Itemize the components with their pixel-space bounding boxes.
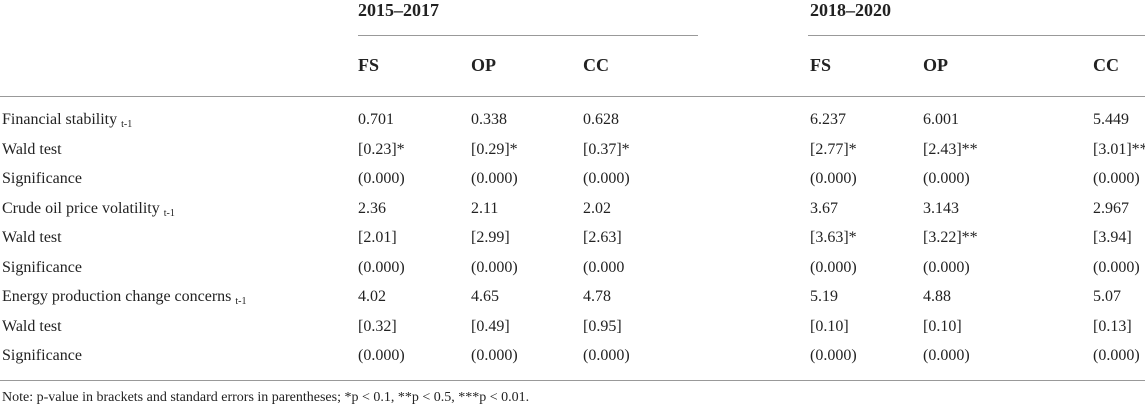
cell: (0.000) [583,170,630,187]
group-rule [808,35,1145,36]
cell: [0.32] [358,317,397,335]
row-label-text: Crude oil price volatility [2,199,160,217]
row-label-text: Financial stability [2,111,118,128]
cell: [2.99] [471,229,510,246]
cell: 0.338 [471,111,507,128]
row-label-text: Significance [2,258,82,276]
cell: 2.36 [358,199,386,217]
cell: (0.000) [471,258,518,276]
group-header: 2018–2020 [810,0,891,20]
cell: (0.000) [923,170,970,187]
cell: (0.000 [583,258,625,276]
note: Note: p-value in brackets and standard e… [2,390,530,405]
cell: [2.77]* [810,140,857,158]
cell: [3.63]* [810,229,857,246]
cell: [2.63] [583,229,622,246]
cell: (0.000) [810,170,857,187]
cell: [3.01]** [1093,140,1145,158]
cell: [0.10] [810,317,849,335]
row-label-subscript: t-1 [235,296,247,307]
cell: 0.701 [358,111,394,128]
cell: [3.94] [1093,229,1132,246]
row-label: Wald test [2,317,62,337]
row-label: Significance [2,169,82,189]
cell: 3.67 [810,199,838,217]
cell: (0.000) [810,258,857,276]
cell: 4.65 [471,288,499,305]
row-label: Wald test [2,140,62,160]
cell: (0.000) [471,170,518,187]
cell: (0.000) [358,170,405,187]
row-label: Energy production change concerns t-1 [2,287,247,312]
row-label-subscript: t-1 [163,207,175,219]
cell: (0.000) [810,347,857,364]
group-header: 2015–2017 [358,0,439,20]
cell: 4.88 [923,288,951,305]
cell: 3.143 [923,199,959,217]
cell: [0.95] [583,317,622,335]
cell: 4.02 [358,288,386,305]
column-header: FS [810,55,832,75]
column-header: FS [358,55,380,75]
cell: 4.78 [583,288,611,305]
cell: 2.11 [471,199,499,217]
cell: [0.49] [471,317,510,335]
cell: [0.29]* [471,140,518,158]
row-label-text: Significance [2,347,82,364]
column-header: CC [583,55,609,75]
row-label-text: Wald test [2,317,62,335]
cell: (0.000) [923,347,970,364]
group-rule [358,35,698,36]
bottom-rule [0,380,1145,381]
cell: 2.02 [583,199,611,217]
cell: 5.449 [1093,111,1129,128]
cell: (0.000) [358,347,405,364]
cell: 2.967 [1093,199,1129,217]
cell: 6.001 [923,111,959,128]
row-label-text: Energy production change concerns [2,288,232,305]
cell: [0.13] [1093,317,1132,335]
row-label: Significance [2,258,82,278]
row-label-text: Wald test [2,229,62,246]
row-label-subscript: t-1 [121,119,133,130]
row-label: Significance [2,346,82,366]
cell: (0.000) [1093,347,1140,364]
cell: [2.43]** [923,140,978,158]
row-label-text: Wald test [2,140,62,158]
cell: (0.000) [1093,170,1140,187]
cell: (0.000) [471,347,518,364]
column-header: OP [471,55,496,75]
row-label-text: Significance [2,170,82,187]
cell: 6.237 [810,111,846,128]
cell: [2.01] [358,229,397,246]
cell: (0.000) [358,258,405,276]
cell: [0.10] [923,317,962,335]
row-label: Financial stability t-1 [2,110,132,135]
cell: 5.07 [1093,288,1121,305]
cell: [3.22]** [923,229,978,246]
cell: [0.37]* [583,140,630,158]
row-label: Crude oil price volatility t-1 [2,199,175,224]
cell: (0.000) [1093,258,1140,276]
cell: 5.19 [810,288,838,305]
column-header: OP [923,55,948,75]
cell: (0.000) [923,258,970,276]
cell: (0.000) [583,347,630,364]
cell: 0.628 [583,111,619,128]
header-rule [0,96,1145,97]
column-header: CC [1093,55,1119,75]
row-label: Wald test [2,228,62,248]
cell: [0.23]* [358,140,405,158]
